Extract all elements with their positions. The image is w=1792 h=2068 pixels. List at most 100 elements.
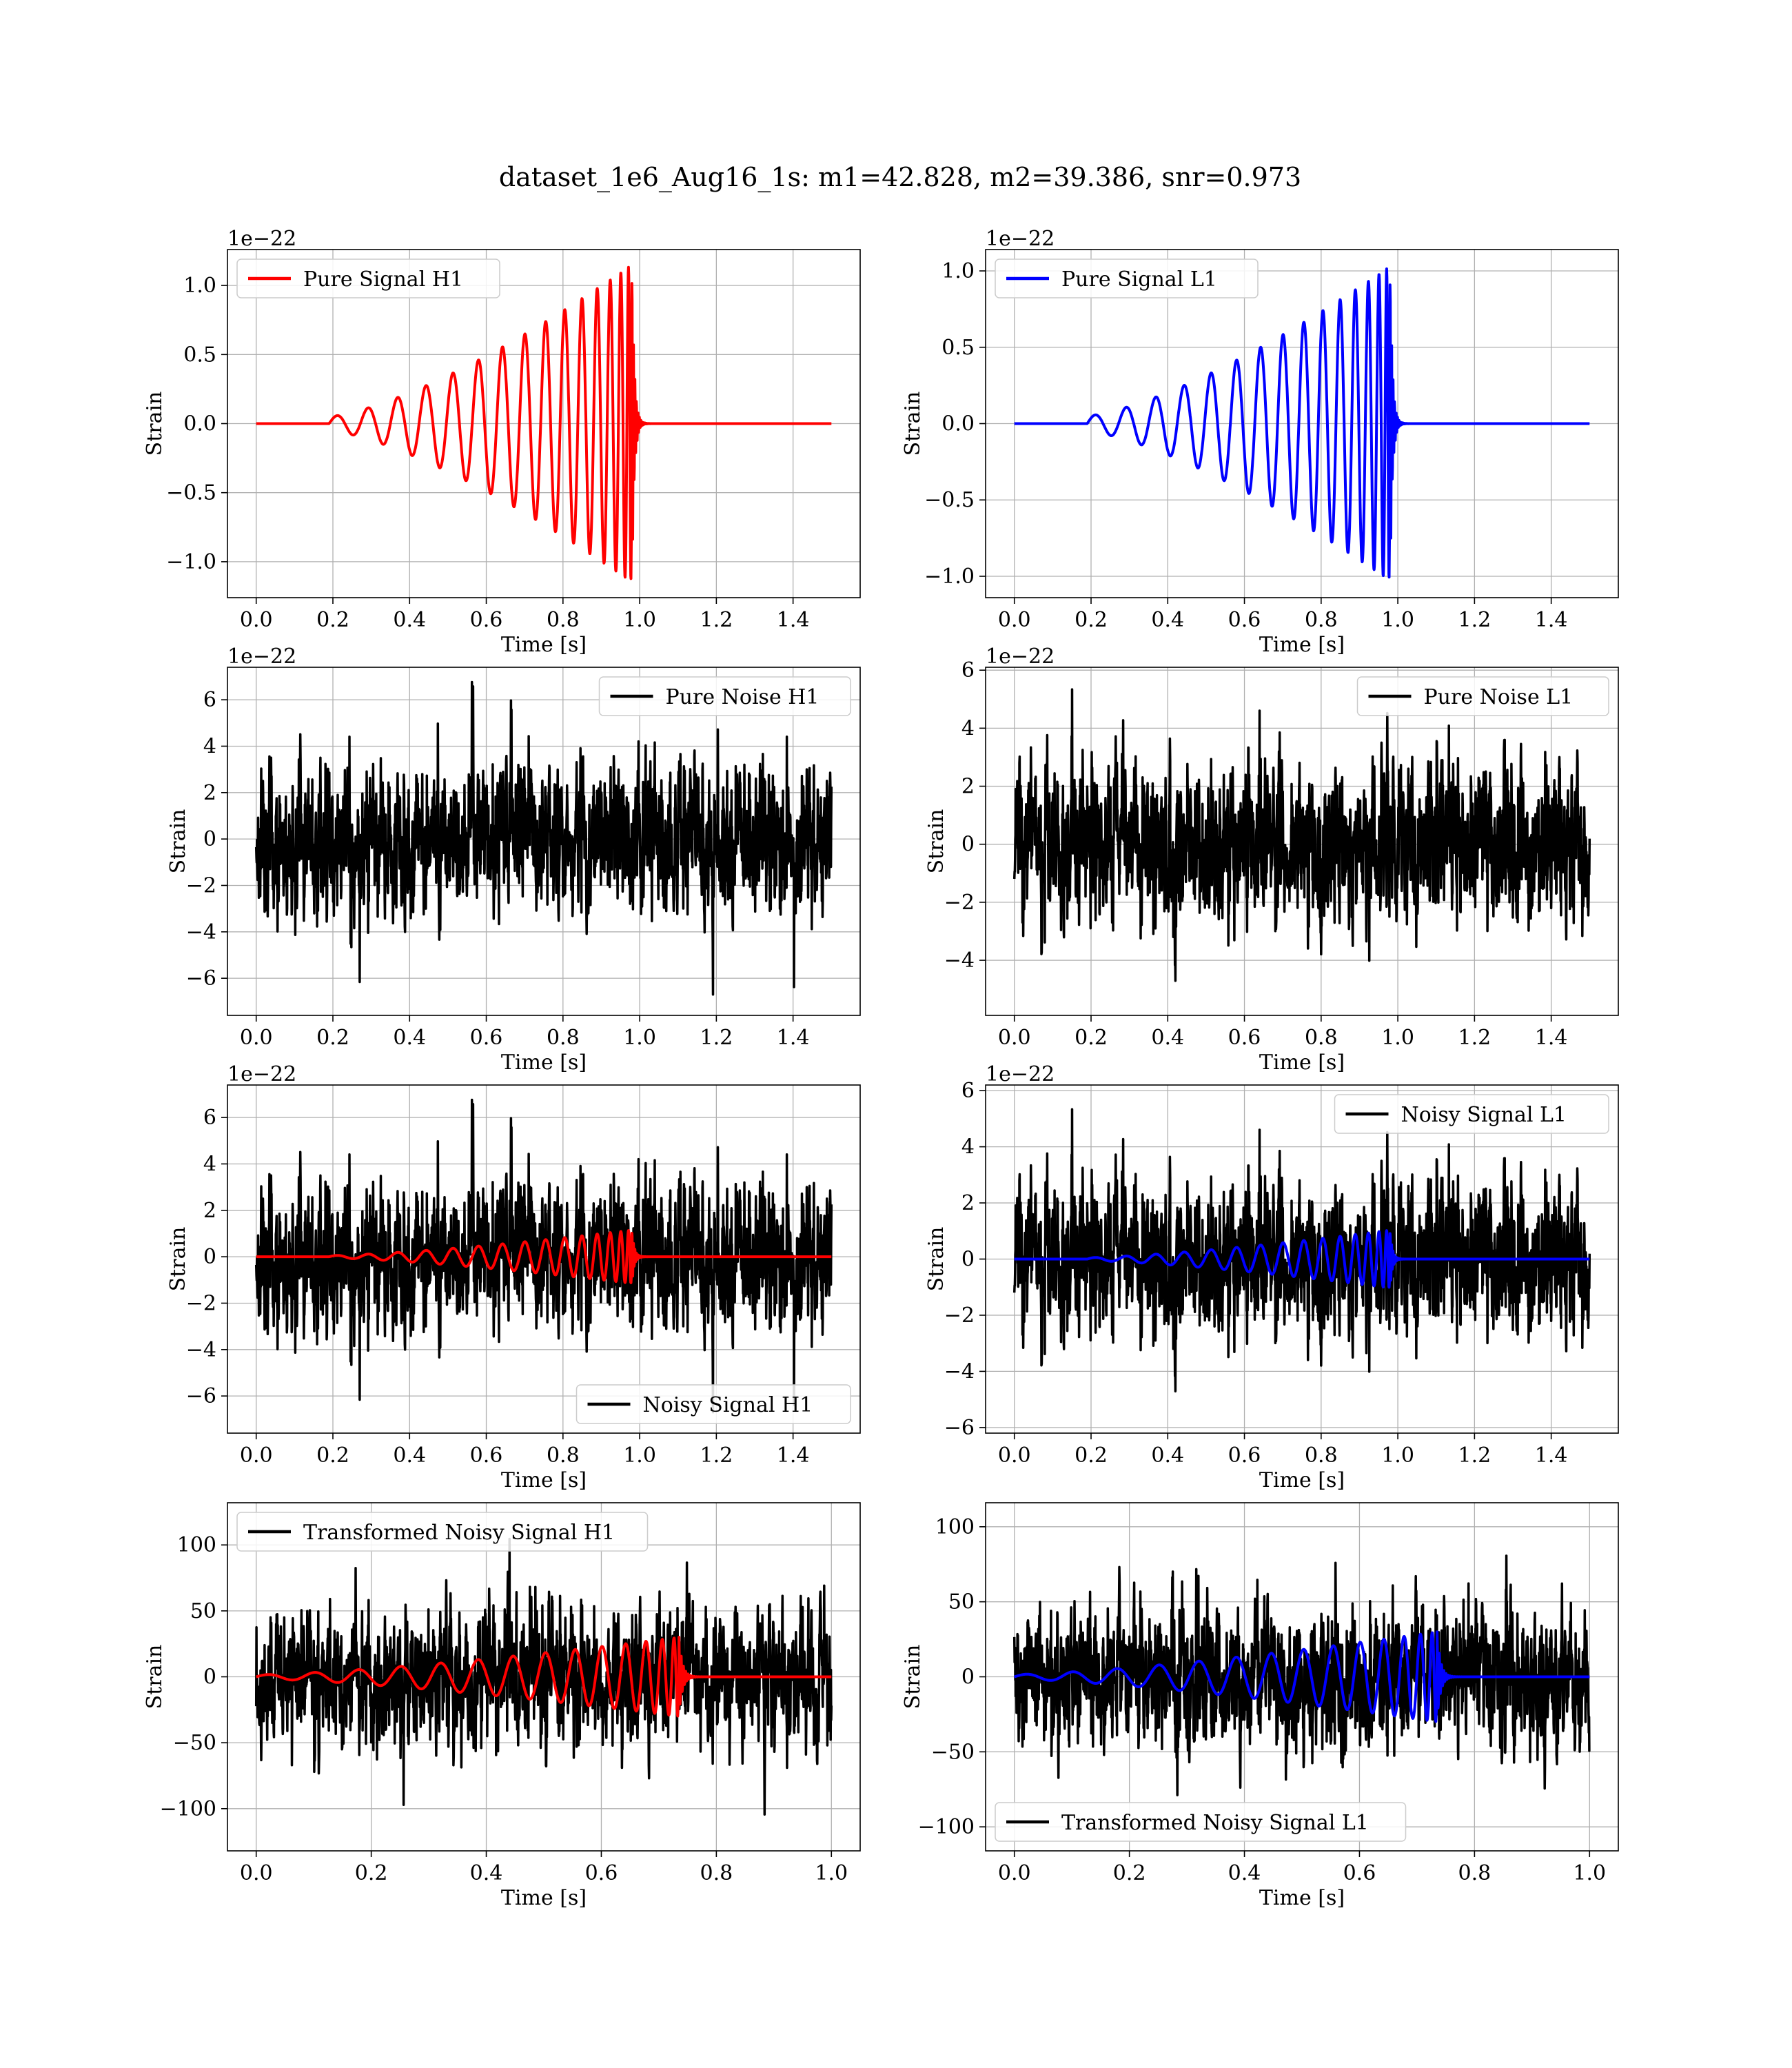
- x-axis-label: Time [s]: [501, 1886, 587, 1910]
- x-tick-label: 0.4: [470, 1861, 503, 1885]
- x-tick-label: 0.6: [470, 1443, 503, 1468]
- x-tick-label: 0.0: [240, 608, 273, 632]
- y-axis-label: Strain: [143, 392, 167, 456]
- y-offset-text: 1e−22: [986, 1062, 1055, 1086]
- y-tick-label: −2: [186, 873, 216, 898]
- series-line-0: [254, 680, 833, 996]
- x-axis-label: Time [s]: [501, 1468, 587, 1492]
- x-tick-label: 1.4: [1535, 1026, 1568, 1050]
- x-tick-label: 0.4: [393, 1443, 426, 1468]
- grid: [986, 1085, 1618, 1433]
- y-tick-label: 6: [961, 658, 975, 682]
- axes-frame: [227, 1084, 861, 1434]
- subplot-transformed-noisy-signal-l1: 0.0 0.2 0.4 0.6 0.8 1.0 −100 −50 0 50 100 Time [s] S…: [901, 1502, 1619, 1910]
- legend: Noisy Signal H1: [576, 1384, 851, 1424]
- legend-box: [576, 1384, 851, 1424]
- y-tick-label: −50: [173, 1731, 216, 1755]
- y-tick-label: 1.0: [941, 259, 975, 283]
- legend-label: Pure Signal H1: [303, 267, 463, 292]
- x-tick-label: 1.4: [777, 1443, 810, 1468]
- legend-label: Pure Noise H1: [666, 685, 819, 709]
- legend: Transformed Noisy Signal H1: [236, 1512, 649, 1552]
- x-axis-label: Time [s]: [1259, 1886, 1345, 1910]
- subplot-pure-signal-l1: 0.0 0.2 0.4 0.6 0.8 1.0 1.2 1.4 −1.0 −0.5 0.0 0.5 1.…: [901, 227, 1619, 657]
- x-tick-label: 0.0: [240, 1026, 273, 1050]
- x-tick-label: 0.8: [547, 1026, 580, 1050]
- y-tick-label: 1.0: [183, 274, 216, 298]
- y-offset-text: 1e−22: [227, 645, 296, 669]
- y-tick-label: −4: [944, 949, 975, 973]
- series-line-0: [1012, 688, 1591, 982]
- y-tick-label: 0: [203, 1665, 216, 1690]
- figure-title: dataset_1e6_Aug16_1s: m1=42.828, m2=39.3…: [499, 162, 1301, 193]
- legend-box: [1356, 676, 1609, 716]
- series-group: [1012, 1108, 1591, 1392]
- legend-box: [598, 676, 851, 716]
- x-tick-label: 0.4: [1151, 1026, 1184, 1050]
- series-line-0: [1014, 267, 1591, 579]
- legend: Pure Signal H1: [236, 258, 500, 298]
- series-line-1: [256, 1229, 833, 1284]
- series-group: [254, 1098, 833, 1414]
- y-offset-text: 1e−22: [227, 227, 296, 251]
- y-axis-label: Strain: [901, 1645, 925, 1710]
- series-group: [1012, 1554, 1591, 1796]
- y-tick-label: −2: [944, 891, 975, 915]
- x-tick-label: 1.0: [1381, 1443, 1414, 1468]
- series-group: [256, 265, 833, 580]
- x-tick-label: 0.8: [1305, 608, 1338, 632]
- legend-label: Transformed Noisy Signal H1: [303, 1521, 615, 1545]
- x-tick-label: 0.6: [1228, 1026, 1261, 1050]
- x-tick-label: 0.4: [1151, 608, 1184, 632]
- x-axis-label: Time [s]: [1259, 633, 1345, 657]
- y-tick-label: −1.0: [166, 550, 216, 574]
- y-offset-text: 1e−22: [986, 227, 1055, 251]
- legend-box: [236, 1512, 649, 1552]
- series-group: [1012, 688, 1591, 982]
- series-line-1: [255, 1636, 833, 1718]
- x-tick-label: 1.0: [623, 608, 656, 632]
- y-tick-label: −2: [944, 1304, 975, 1328]
- subplot-pure-noise-h1: 0.0 0.2 0.4 0.6 0.8 1.0 1.2 1.4 −6 −4 −2 0 2 4 6 Time […: [166, 645, 861, 1075]
- x-tick-label: 1.4: [777, 1026, 810, 1050]
- x-tick-label: 0.6: [470, 608, 503, 632]
- x-tick-label: 1.0: [1381, 608, 1414, 632]
- x-tick-label: 0.2: [316, 1026, 349, 1050]
- y-tick-label: 4: [203, 1152, 216, 1176]
- legend-box: [995, 1802, 1407, 1842]
- y-tick-label: 100: [177, 1533, 216, 1557]
- series-group: [1014, 267, 1591, 579]
- y-offset-text: 1e−22: [986, 645, 1055, 669]
- x-tick-label: 1.2: [700, 1443, 733, 1468]
- x-tick-label: 0.2: [1075, 1443, 1108, 1468]
- series-group: [254, 680, 833, 996]
- y-tick-label: 100: [935, 1515, 975, 1539]
- y-tick-label: 0: [961, 1248, 975, 1272]
- subplot-transformed-noisy-signal-h1: 0.0 0.2 0.4 0.6 0.8 1.0 −100 −50 0 50 100 Time [s] S…: [143, 1502, 861, 1910]
- x-tick-label: 0.8: [547, 1443, 580, 1468]
- y-tick-label: 6: [961, 1079, 975, 1103]
- x-tick-label: 0.6: [585, 1861, 618, 1885]
- legend-label: Transformed Noisy Signal L1: [1061, 1811, 1369, 1835]
- subplot-pure-signal-h1: 0.0 0.2 0.4 0.6 0.8 1.0 1.2 1.4 −1.0 −0.5 0.0 0.5 1.…: [143, 227, 861, 657]
- y-axis-label: Strain: [166, 1227, 190, 1292]
- series-line-0: [254, 1537, 833, 1816]
- series-line-0: [256, 265, 833, 580]
- y-tick-label: 6: [203, 688, 216, 712]
- legend-label: Noisy Signal L1: [1401, 1103, 1567, 1127]
- x-tick-label: 0.6: [1228, 608, 1261, 632]
- x-tick-label: 0.0: [998, 1861, 1031, 1885]
- x-tick-label: 1.2: [1458, 608, 1491, 632]
- y-tick-label: 2: [203, 1199, 216, 1223]
- subplot-pure-noise-l1: 0.0 0.2 0.4 0.6 0.8 1.0 1.2 1.4 −4 −2 0 2 4 6 Time [s]…: [924, 645, 1619, 1075]
- x-tick-label: 1.4: [777, 608, 810, 632]
- y-tick-label: 0: [961, 1665, 975, 1690]
- x-tick-label: 0.2: [1113, 1861, 1146, 1885]
- x-tick-label: 0.6: [1343, 1861, 1376, 1885]
- x-tick-label: 0.4: [393, 1026, 426, 1050]
- x-tick-label: 0.0: [998, 1026, 1031, 1050]
- subplot-noisy-signal-l1: 0.0 0.2 0.4 0.6 0.8 1.0 1.2 1.4 −6 −4 −2 0 2 4 6 Time […: [924, 1062, 1619, 1492]
- subplots-grid: 0.0 0.2 0.4 0.6 0.8 1.0 1.2 1.4 −1.0 −0.5 0.0 0.5 1.…: [143, 227, 1619, 1910]
- y-tick-label: 4: [203, 734, 216, 758]
